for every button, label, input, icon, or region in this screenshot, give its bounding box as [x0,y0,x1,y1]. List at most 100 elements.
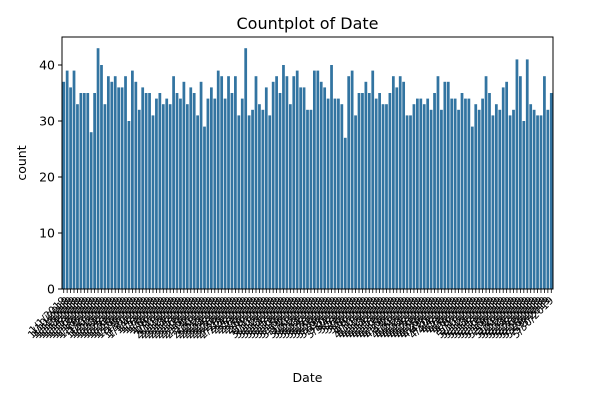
bar [234,76,237,289]
x-axis: 1/1/20191/10/20191/11/20191/12/20191/13/… [26,289,556,341]
bar [391,76,395,289]
bar [501,87,505,290]
bar [72,70,76,289]
bar [247,115,251,290]
bar [330,65,333,289]
bar [206,98,210,289]
bar [131,70,134,289]
bar [525,59,529,290]
bar [148,93,151,289]
y-axis: 0 10 20 30 40 [39,58,62,297]
bar [275,76,278,289]
bar [196,115,199,290]
bar [319,81,323,289]
bar [357,93,361,289]
bar [62,81,66,289]
bar [110,81,114,289]
bar [295,70,299,289]
bar [343,137,347,289]
bar [299,87,303,290]
bar [312,70,316,289]
bar [440,109,443,289]
bar [316,70,320,289]
bar [378,93,381,289]
bar [395,87,399,290]
bar [436,76,440,289]
bar [93,93,96,289]
bar [460,93,464,289]
bar [477,109,481,289]
bar [254,76,258,289]
y-tick-label: 10 [39,226,55,241]
bar [505,81,509,289]
bar [529,104,533,289]
bar [89,132,93,289]
y-tick-label: 40 [39,58,55,73]
y-tick-label: 0 [47,282,55,297]
bar [491,115,495,290]
bar [251,109,254,289]
bar [464,98,467,289]
bar [117,87,121,290]
bar [213,98,217,289]
bar [388,93,392,289]
plot-frame [61,36,554,290]
bar [158,93,162,289]
bar [446,81,450,289]
bar [292,76,296,289]
bar [515,59,519,290]
bar [199,81,203,289]
bar [82,93,86,289]
bars-group [62,48,553,290]
bar [120,87,124,290]
bar [223,98,227,289]
bar [282,65,285,289]
bar [137,109,141,289]
bar [86,93,90,289]
bar [419,98,423,289]
bar [385,104,388,289]
bar [433,93,436,289]
bar [412,104,416,289]
bar [367,93,371,289]
bar [457,109,460,289]
bar [347,76,351,289]
bar [189,87,193,290]
bar [450,98,454,289]
bar [182,81,186,289]
bar [309,109,313,289]
bar [422,104,426,289]
bar [103,104,107,289]
bar [288,104,292,289]
bar [494,104,498,289]
bar [268,115,272,290]
bar [443,81,447,289]
bar [326,98,330,289]
bar [113,76,117,289]
bar [227,76,230,289]
bar [532,109,536,289]
bar [278,93,282,289]
bar [203,126,206,289]
bar [498,109,502,289]
y-tick-label: 20 [39,170,55,185]
bar [264,87,268,290]
bar [306,109,309,289]
bar [337,98,340,289]
bar [546,109,550,289]
bar [549,93,553,289]
bar [285,76,289,289]
bar [374,98,378,289]
bar [175,93,179,289]
bar [161,104,165,289]
bar [237,115,241,290]
bar [340,104,344,289]
bar [220,76,224,289]
bar [484,76,488,289]
bar [361,93,364,289]
bar [79,93,83,289]
bar [165,98,169,289]
bar [543,76,546,289]
bar [354,115,357,290]
